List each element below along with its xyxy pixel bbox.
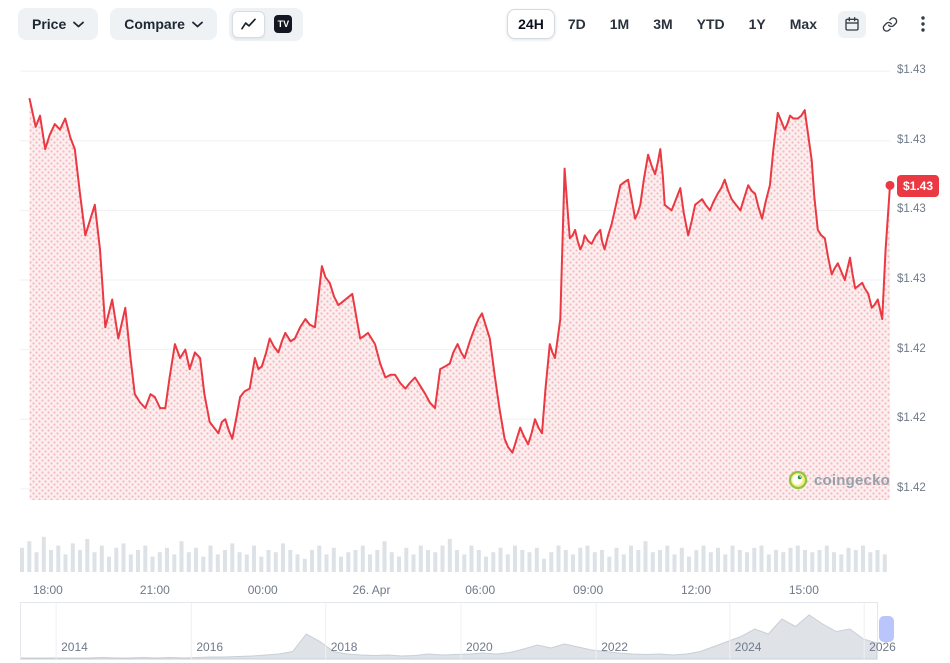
price-dropdown-label: Price xyxy=(32,16,67,32)
tradingview-chart-type-button[interactable]: TV xyxy=(267,11,300,38)
navigator-year-label: 2024 xyxy=(734,640,762,654)
price-axis-label: $1.42 xyxy=(897,481,926,494)
compare-dropdown-label: Compare xyxy=(124,16,185,32)
current-price-badge: $1.43 xyxy=(897,175,940,198)
time-axis-label: 15:00 xyxy=(788,583,819,597)
timeline-navigator[interactable]: 2014 2016 2018 2020 2022 2024 2026 xyxy=(20,602,896,660)
navigator-year-label: 2020 xyxy=(465,640,493,654)
time-axis-label: 18:00 xyxy=(32,583,63,597)
navigator-year-label: 2022 xyxy=(601,640,628,654)
price-axis-label: $1.43 xyxy=(897,273,926,285)
link-icon xyxy=(882,16,898,32)
tradingview-icon: TV xyxy=(274,15,293,33)
toolbar-left-cluster: Price Compare TV xyxy=(18,7,303,41)
line-chart-type-button[interactable] xyxy=(231,10,265,38)
navigator-mini-chart xyxy=(21,603,877,659)
calendar-button[interactable] xyxy=(838,10,866,38)
navigator-year-label: 2026 xyxy=(869,640,896,654)
price-axis-label: $1.43 xyxy=(897,133,926,146)
range-selector: 24H 7D 1M 3M YTD 1Y Max xyxy=(507,9,828,39)
time-axis-label: 00:00 xyxy=(247,583,278,597)
price-line-chart[interactable] xyxy=(20,60,895,500)
share-link-button[interactable] xyxy=(876,11,904,38)
range-button-ytd[interactable]: YTD xyxy=(686,9,736,39)
time-axis-label: 09:00 xyxy=(573,583,604,597)
chart-type-toggle: TV xyxy=(228,7,303,41)
time-axis-label: 12:00 xyxy=(680,583,711,597)
line-chart-icon xyxy=(241,18,256,30)
navigator-scrollbar[interactable] xyxy=(879,616,894,642)
coingecko-logo-icon xyxy=(788,470,808,490)
toolbar-right-cluster: 24H 7D 1M 3M YTD 1Y Max xyxy=(507,9,932,39)
price-dropdown[interactable]: Price xyxy=(18,8,99,40)
price-axis-label: $1.43 xyxy=(897,64,926,77)
range-button-7d[interactable]: 7D xyxy=(557,9,597,39)
chevron-down-icon xyxy=(192,21,203,27)
range-button-max[interactable]: Max xyxy=(779,9,828,39)
price-axis-label: $1.43 xyxy=(897,203,926,216)
time-axis-label: 06:00 xyxy=(465,583,496,597)
compare-dropdown[interactable]: Compare xyxy=(110,8,217,40)
more-options-button[interactable] xyxy=(914,11,932,38)
time-axis-label: 26. Apr xyxy=(352,583,391,597)
range-button-24h[interactable]: 24H xyxy=(507,9,555,39)
price-axis-label: $1.42 xyxy=(897,412,926,425)
navigator-year-label: 2016 xyxy=(196,640,224,654)
range-button-1y[interactable]: 1Y xyxy=(738,9,777,39)
navigator-year-label: 2014 xyxy=(61,640,88,654)
coingecko-brand-text: coingecko xyxy=(814,471,890,489)
range-button-3m[interactable]: 3M xyxy=(642,9,683,39)
range-button-1m[interactable]: 1M xyxy=(599,9,640,39)
coingecko-watermark: coingecko xyxy=(788,470,890,490)
chart-toolbar: Price Compare TV xyxy=(0,0,950,48)
chevron-down-icon xyxy=(73,21,85,27)
calendar-icon xyxy=(845,17,859,31)
volume-bars-chart xyxy=(20,536,887,572)
kebab-menu-icon xyxy=(921,16,925,32)
navigator-year-label: 2018 xyxy=(330,640,358,654)
time-axis-label: 21:00 xyxy=(139,583,170,597)
price-axis-label: $1.42 xyxy=(897,342,926,355)
